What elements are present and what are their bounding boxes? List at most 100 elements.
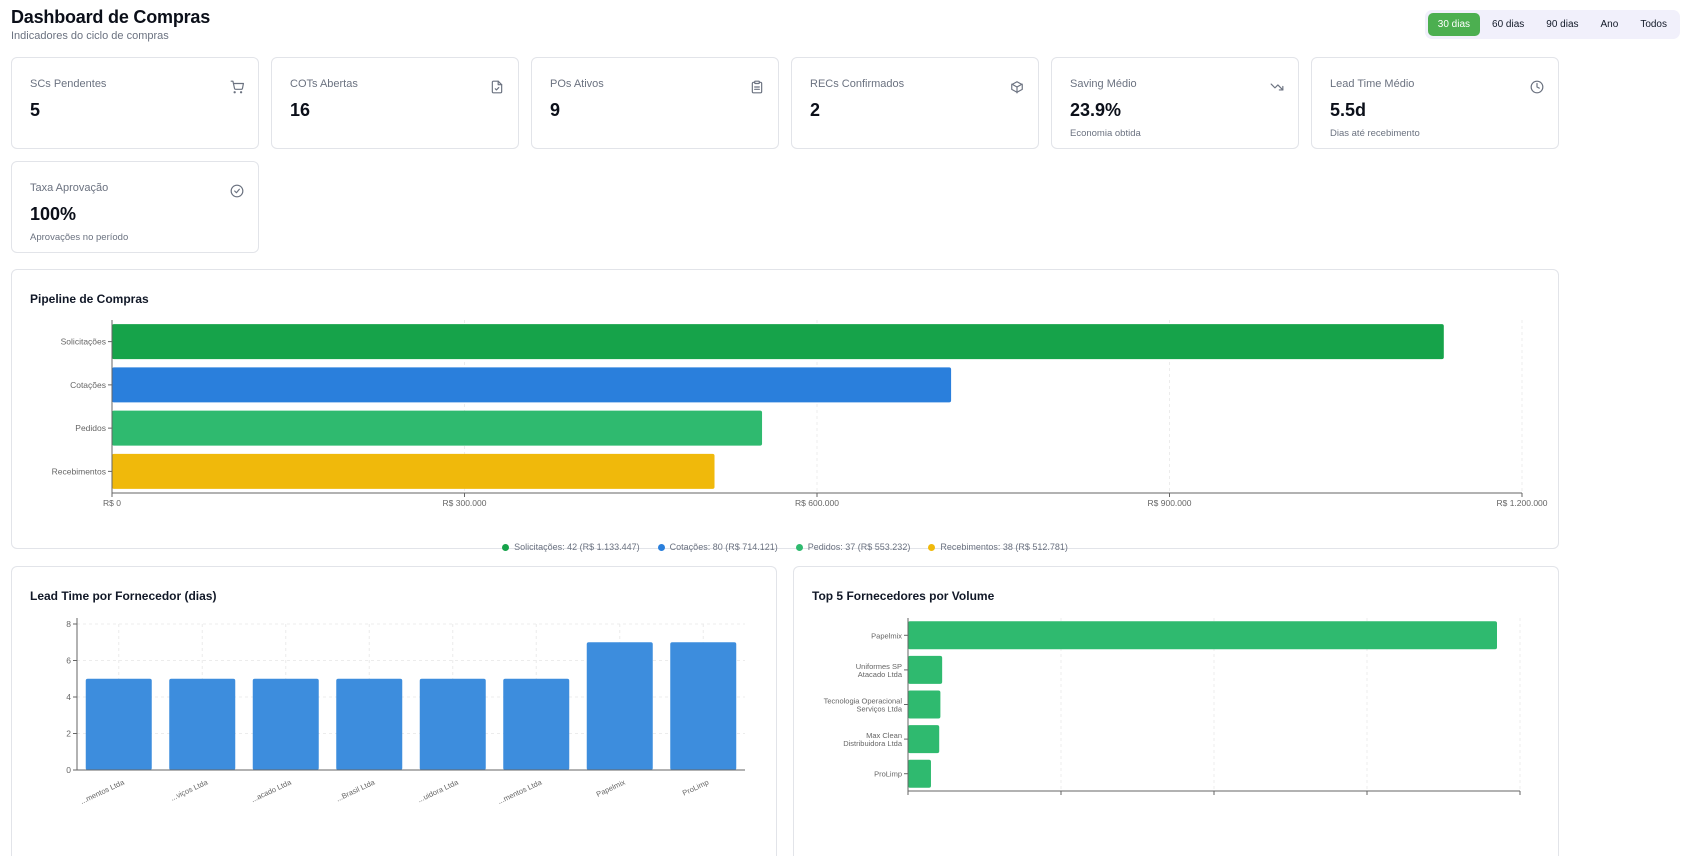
lead-time-chart: 0 2 4 6 8 ...mentos Ltda ...viços Ltda ...acado…: [66, 618, 745, 806]
kpi-label: COTs Abertas: [290, 78, 358, 90]
kpi-card-scs-pendentes: SCs Pendentes 5: [11, 57, 259, 149]
x-tick-label: ...Brasil Ltda: [335, 777, 377, 803]
period-90-days-button[interactable]: 90 dias: [1546, 19, 1579, 30]
document-icon: [491, 80, 503, 94]
top-suppliers-card: Top 5 Fornecedores por Volume Papelmix Un…: [793, 566, 1559, 856]
clock-icon: [1530, 80, 1544, 94]
supplier-bar: [908, 725, 940, 754]
y-tick-label: Cotações: [70, 380, 106, 390]
x-tick-label: ...viços Ltda: [169, 777, 210, 802]
kpi-subtitle: Aprovações no período: [30, 232, 129, 243]
pipeline-legend: Solicitações: 42 (R$ 1.133.447) Cotações…: [12, 542, 1558, 552]
kpi-value: 2: [810, 100, 821, 120]
x-tick-label: R$ 0: [103, 498, 121, 508]
trending-down-icon: [1270, 83, 1284, 91]
legend-label: Recebimentos: 38 (R$ 512.781): [940, 542, 1068, 552]
check-circle-icon: [230, 184, 244, 198]
period-filter: 30 dias 60 dias 90 dias Ano Todos: [1424, 10, 1680, 39]
legend-label: Solicitações: 42 (R$ 1.133.447): [514, 542, 640, 552]
y-tick-label: Max Clean: [866, 731, 902, 740]
lead-time-bar: [169, 678, 236, 770]
x-tick-label: ...uidora Ltda: [416, 777, 460, 804]
legend-dot: [657, 543, 665, 551]
y-tick-label: 6: [66, 656, 71, 666]
lead-time-bar: [586, 642, 653, 770]
lead-time-bar: [85, 678, 152, 770]
lead-time-title: Lead Time por Fornecedor (dias): [30, 589, 217, 603]
kpi-card-cots-abertas: COTs Abertas 16: [271, 57, 519, 149]
y-tick-label: 4: [66, 692, 71, 702]
legend-dot: [928, 543, 936, 551]
y-tick-label: Atacado Ltda: [858, 670, 903, 679]
lead-time-card: Lead Time por Fornecedor (dias) 0 2 4 6 8...…: [11, 566, 777, 856]
package-icon: [1011, 81, 1023, 94]
y-tick-label: Pedidos: [75, 423, 106, 433]
pipeline-bar: [112, 324, 1444, 360]
period-all-button[interactable]: Todos: [1640, 19, 1667, 30]
y-tick-label: Uniformes SP: [856, 662, 902, 671]
x-tick-label: ...acado Ltda: [249, 777, 293, 804]
pipeline-bar: [112, 367, 952, 403]
pipeline-bar: [112, 453, 715, 489]
cart-icon: [230, 80, 244, 94]
kpi-value: 5: [30, 100, 41, 120]
lead-time-bar: [419, 678, 486, 770]
legend-dot: [795, 543, 803, 551]
legend-item-cotacoes[interactable]: Cotações: 80 (R$ 714.121): [657, 542, 778, 552]
x-tick-label: R$ 1.200.000: [1496, 498, 1547, 508]
lead-time-bar: [670, 642, 737, 770]
period-30-days-button[interactable]: 30 dias: [1427, 13, 1481, 36]
y-tick-label: Serviços Ltda: [857, 705, 903, 714]
x-tick-label: ProLimp: [681, 778, 710, 798]
y-tick-label: Tecnologia Operacional: [824, 697, 903, 706]
kpi-subtitle: Economia obtida: [1070, 128, 1141, 139]
kpi-value: 9: [550, 100, 561, 120]
x-tick-label: R$ 900.000: [1148, 498, 1192, 508]
kpi-value: 16: [290, 100, 311, 120]
period-year-button[interactable]: Ano: [1600, 19, 1619, 30]
legend-item-solicitacoes[interactable]: Solicitações: 42 (R$ 1.133.447): [502, 542, 640, 552]
lead-time-bar: [252, 678, 319, 770]
kpi-label: Taxa Aprovação: [30, 182, 109, 194]
y-tick-label: Recebimentos: [52, 466, 106, 476]
page-title: Dashboard de Compras: [11, 7, 211, 27]
x-tick-label: ...mentos Ltda: [496, 777, 544, 806]
pipeline-title: Pipeline de Compras: [30, 292, 149, 306]
y-tick-label: 8: [66, 619, 71, 629]
y-tick-label: ProLimp: [874, 770, 902, 779]
kpi-card-recs-confirmados: RECs Confirmados 2: [791, 57, 1039, 149]
kpi-label: POs Ativos: [550, 78, 604, 90]
legend-label: Pedidos: 37 (R$ 553.232): [807, 542, 911, 552]
y-tick-label: 2: [66, 729, 71, 739]
y-tick-label: Distribuidora Ltda: [843, 739, 903, 748]
kpi-card-saving-medio: Saving Médio 23.9% Economia obtida: [1051, 57, 1299, 149]
kpi-card-pos-ativos: POs Ativos 9: [531, 57, 779, 149]
pipeline-card: Pipeline de Compras R$ 0 R$ 300.000 R$ 600…: [11, 269, 1559, 552]
kpi-value: 5.5d: [1330, 100, 1367, 120]
kpi-value: 23.9%: [1070, 100, 1122, 120]
kpi-label: Lead Time Médio: [1330, 78, 1415, 90]
kpi-label: RECs Confirmados: [810, 78, 905, 90]
lead-time-bar: [503, 678, 570, 770]
period-60-days-button[interactable]: 60 dias: [1492, 19, 1525, 30]
pipeline-chart: R$ 0 R$ 300.000 R$ 600.000 R$ 900.000 R$ 1.2…: [52, 320, 1548, 508]
legend-item-recebimentos[interactable]: Recebimentos: 38 (R$ 512.781): [928, 542, 1068, 552]
page-header: Dashboard de Compras Indicadores do cicl…: [11, 7, 210, 42]
supplier-bar: [908, 759, 931, 788]
clipboard-icon: [751, 80, 763, 94]
top-suppliers-title: Top 5 Fornecedores por Volume: [812, 589, 995, 603]
legend-dot: [502, 543, 510, 551]
legend-item-pedidos[interactable]: Pedidos: 37 (R$ 553.232): [795, 542, 911, 552]
kpi-value: 100%: [30, 204, 77, 224]
x-tick-label: R$ 600.000: [795, 498, 839, 508]
kpi-label: Saving Médio: [1070, 78, 1137, 90]
supplier-bar: [908, 690, 941, 719]
y-tick-label: Papelmix: [871, 631, 902, 640]
kpi-subtitle: Dias até recebimento: [1330, 128, 1420, 139]
kpi-card-taxa-aprovacao: Taxa Aprovação 100% Aprovações no períod…: [11, 161, 259, 253]
x-tick-label: R$ 300.000: [443, 498, 487, 508]
kpi-card-lead-time-medio: Lead Time Médio 5.5d Dias até recebiment…: [1311, 57, 1559, 149]
x-tick-label: Papelmix: [595, 778, 627, 799]
supplier-bar: [908, 655, 943, 684]
